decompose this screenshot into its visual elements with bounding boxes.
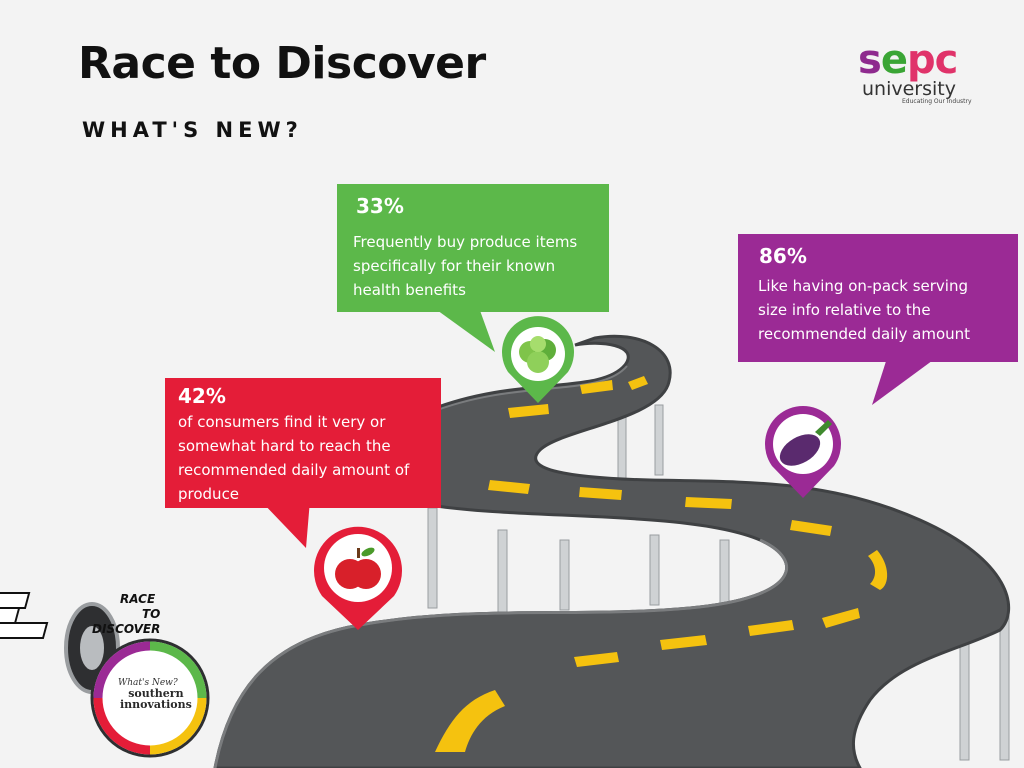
logo-university: university: [862, 78, 956, 100]
callout-purple-line-3: recommended daily amount: [758, 325, 971, 343]
logo-tagline: Educating Our Industry: [902, 98, 972, 105]
lettuce-pin: [502, 316, 575, 403]
badge-whats-new: What's New?: [118, 678, 178, 688]
badge-innovations: innovations: [120, 698, 192, 711]
race-badge-graphic: [0, 592, 210, 758]
callout-red-text: of consumers find it very or somewhat ha…: [178, 413, 410, 503]
road-pillars: [427, 399, 1010, 761]
callout-purple-text: Like having on-pack serving size info re…: [758, 274, 1022, 346]
lane-markings: [435, 376, 888, 752]
callout-green: 33% Frequently buy produce items specifi…: [337, 184, 609, 312]
callout-purple-line-1: Like having on-pack serving: [758, 277, 969, 295]
badge-to: TO: [142, 607, 161, 621]
badge-southern-innovations: southern innovations: [120, 688, 192, 710]
red-callout-tail: [260, 500, 310, 548]
badge-discover: DISCOVER: [92, 622, 161, 636]
lettuce-icon: [519, 336, 556, 373]
callout-purple-line-2: size info relative to the: [758, 301, 931, 319]
callout-green-percent: 33%: [356, 194, 404, 218]
badge-southern: southern: [128, 687, 184, 700]
callout-red-percent: 42%: [178, 384, 226, 408]
apple-icon: [335, 547, 381, 589]
purple-callout-tail: [872, 355, 940, 405]
apple-pin: [314, 526, 402, 630]
page-title: Race to Discover: [78, 38, 486, 89]
badge-race: RACE: [120, 592, 156, 606]
sepc-university-logo: sepc university Educating Our Industry: [858, 40, 998, 114]
callout-red: 42% of consumers find it very or somewha…: [165, 378, 441, 508]
eggplant-icon: [779, 420, 832, 466]
page-subtitle: WHAT'S NEW?: [82, 118, 303, 142]
callout-purple-percent: 86%: [759, 244, 807, 268]
race-to-discover-badge: RACE TO DISCOVER What's New? southern in…: [60, 592, 220, 760]
green-callout-tail: [430, 305, 495, 352]
eggplant-pin: [765, 406, 841, 498]
callout-purple: 86% Like having on-pack serving size inf…: [738, 234, 1018, 362]
logo-wordmark: sepc: [858, 37, 958, 83]
callout-green-text: Frequently buy produce items specificall…: [353, 233, 578, 299]
